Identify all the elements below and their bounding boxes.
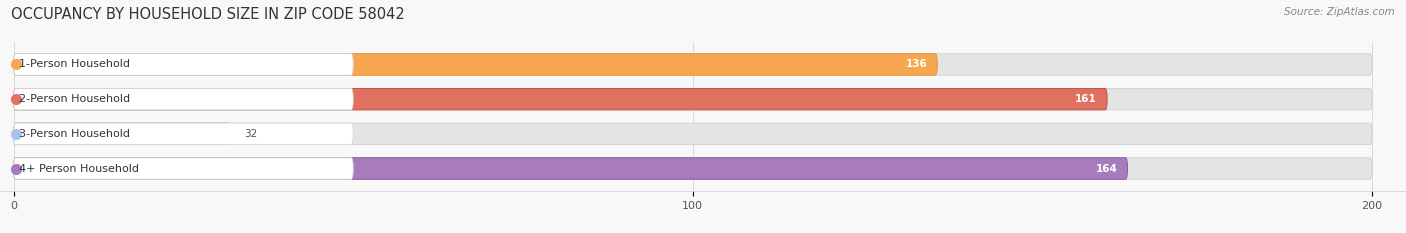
FancyBboxPatch shape — [14, 158, 353, 179]
FancyBboxPatch shape — [14, 88, 353, 110]
FancyBboxPatch shape — [14, 158, 1128, 179]
Text: Source: ZipAtlas.com: Source: ZipAtlas.com — [1284, 7, 1395, 17]
FancyBboxPatch shape — [14, 54, 353, 75]
Text: 136: 136 — [905, 59, 927, 69]
FancyBboxPatch shape — [14, 88, 1372, 110]
Text: 2-Person Household: 2-Person Household — [18, 94, 129, 104]
FancyBboxPatch shape — [14, 54, 938, 75]
FancyBboxPatch shape — [14, 158, 1372, 179]
FancyBboxPatch shape — [14, 88, 1107, 110]
FancyBboxPatch shape — [14, 54, 1372, 75]
Text: OCCUPANCY BY HOUSEHOLD SIZE IN ZIP CODE 58042: OCCUPANCY BY HOUSEHOLD SIZE IN ZIP CODE … — [11, 7, 405, 22]
FancyBboxPatch shape — [14, 123, 231, 145]
Text: 1-Person Household: 1-Person Household — [18, 59, 129, 69]
Text: 164: 164 — [1095, 164, 1118, 174]
FancyBboxPatch shape — [14, 123, 1372, 145]
Text: 161: 161 — [1076, 94, 1097, 104]
Text: 3-Person Household: 3-Person Household — [18, 129, 129, 139]
FancyBboxPatch shape — [14, 123, 353, 145]
Text: 4+ Person Household: 4+ Person Household — [18, 164, 139, 174]
Text: 32: 32 — [245, 129, 257, 139]
